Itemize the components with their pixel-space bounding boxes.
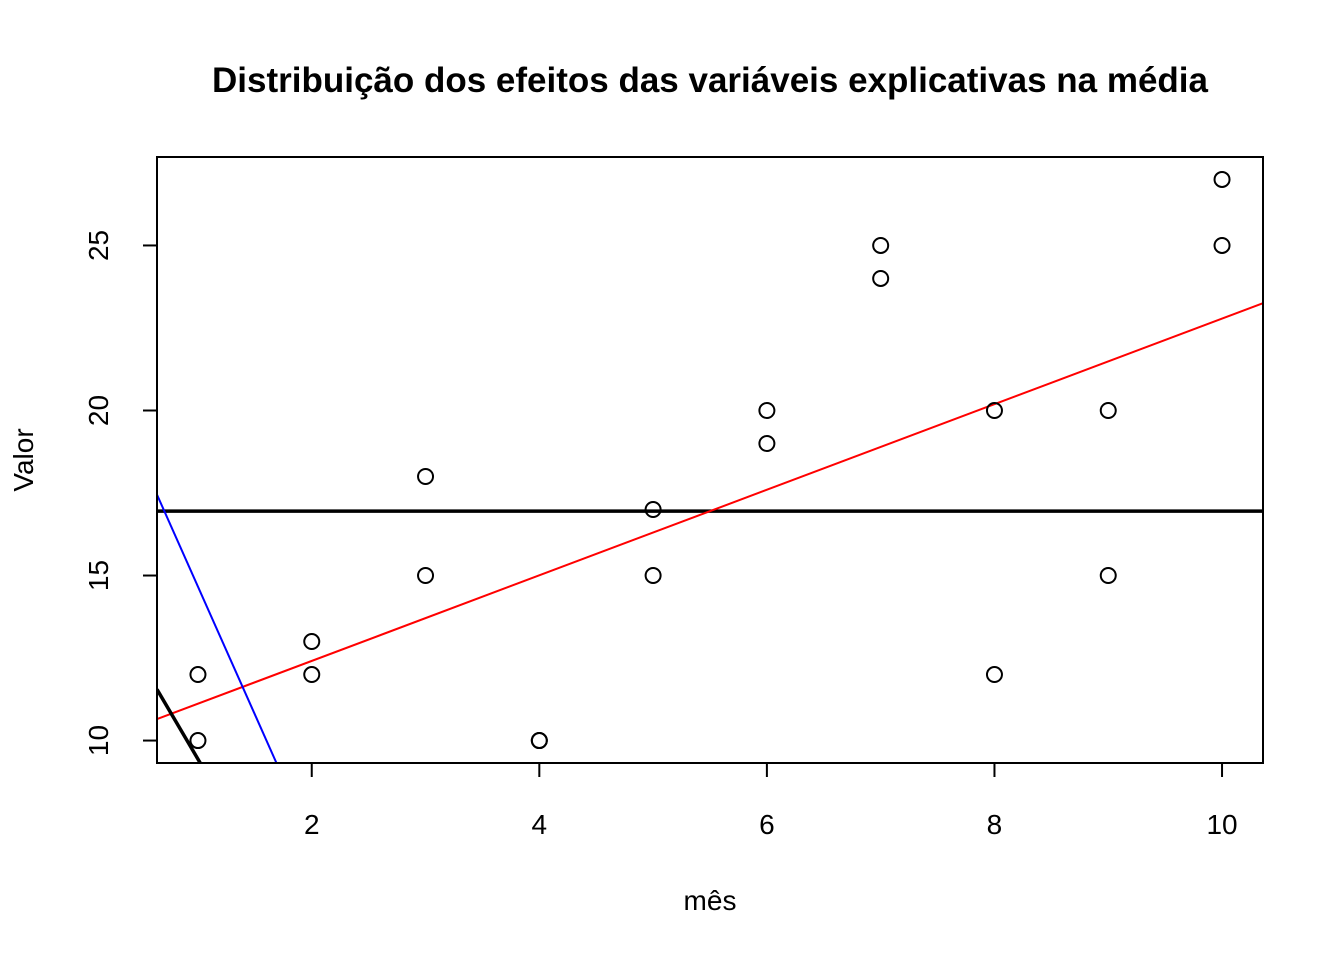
data-point (189, 666, 207, 684)
chart-title: Distribuição dos efeitos das variáveis e… (212, 61, 1209, 100)
y-tick-label: 20 (83, 395, 114, 426)
line-2 (157, 494, 278, 763)
data-point (417, 468, 435, 486)
y-tick-label: 25 (83, 230, 114, 261)
data-point (530, 732, 548, 750)
line-1 (157, 302, 1263, 721)
data-point (1099, 567, 1117, 585)
plot-frame (156, 156, 1264, 764)
fitted-lines (157, 302, 1263, 763)
data-points (189, 170, 1231, 750)
data-point (1099, 401, 1117, 419)
data-point (417, 567, 435, 585)
x-tick-label: 8 (987, 809, 1003, 840)
x-tick-label: 2 (304, 809, 320, 840)
x-tick-label: 10 (1206, 809, 1237, 840)
line-3 (157, 688, 202, 763)
data-point (1213, 236, 1231, 254)
data-point (758, 434, 776, 452)
y-tick-label: 15 (83, 560, 114, 591)
data-point (189, 732, 207, 750)
data-point (985, 666, 1003, 684)
x-axis: 2 4 6 8 10 (304, 762, 1238, 840)
data-point (758, 401, 776, 419)
data-point (644, 501, 662, 519)
y-axis: 10 15 20 25 (83, 230, 158, 756)
y-tick-label: 10 (83, 725, 114, 756)
y-axis-label: Valor (8, 428, 39, 491)
data-point (985, 401, 1003, 419)
x-tick-label: 4 (532, 809, 548, 840)
data-point (303, 633, 321, 651)
data-point (303, 666, 321, 684)
x-tick-label: 6 (759, 809, 775, 840)
x-axis-label: mês (684, 885, 737, 916)
data-point (644, 567, 662, 585)
data-point (872, 269, 890, 287)
data-point (1213, 170, 1231, 188)
data-point (872, 236, 890, 254)
